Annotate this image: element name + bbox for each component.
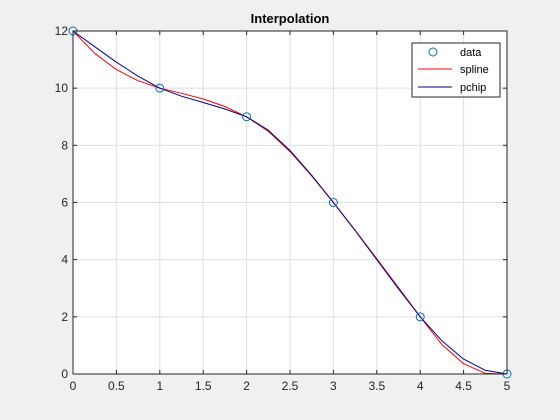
chart-title: Interpolation (251, 11, 330, 26)
legend-data-marker-icon (428, 47, 438, 57)
y-tick-label: 12 (55, 24, 69, 38)
x-tick-label: 0.5 (108, 379, 125, 393)
x-tick-label: 4 (417, 379, 424, 393)
data-point-marker (415, 312, 425, 322)
x-tick-label: 1.5 (195, 379, 212, 393)
x-tick-label: 3.5 (368, 379, 385, 393)
x-tick-label: 2.5 (282, 379, 299, 393)
legend: data spline pchip (411, 42, 501, 98)
x-tick-label: 4.5 (455, 379, 472, 393)
spline-series-line (72, 30, 508, 375)
y-tick-label: 6 (61, 196, 68, 210)
y-tick-label: 10 (55, 81, 69, 95)
x-tick-label: 2 (243, 379, 250, 393)
series-layer (72, 30, 508, 375)
data-point-marker (328, 198, 338, 207)
pchip-series-line (72, 30, 508, 375)
x-tick-label: 5 (504, 379, 511, 393)
x-tick-label: 1 (156, 379, 163, 393)
legend-label-spline: spline (460, 64, 489, 76)
y-tick-label: 0 (61, 367, 68, 381)
legend-box (411, 42, 501, 98)
y-tick-label: 8 (61, 138, 68, 152)
x-tick-label: 0 (70, 379, 77, 393)
data-point-marker (242, 112, 252, 122)
x-tick-label: 3 (330, 379, 337, 393)
y-tick-label: 2 (61, 310, 68, 324)
legend-label-data: data (460, 47, 482, 59)
legend-label-pchip: pchip (460, 82, 486, 94)
y-tick-label: 4 (61, 253, 68, 267)
axis-ticks: 0 0.5 1 1.5 2 2.5 3 3.5 4 4.5 5 0 2 4 6 8 10 12 (55, 24, 511, 393)
data-point-marker (155, 83, 165, 93)
